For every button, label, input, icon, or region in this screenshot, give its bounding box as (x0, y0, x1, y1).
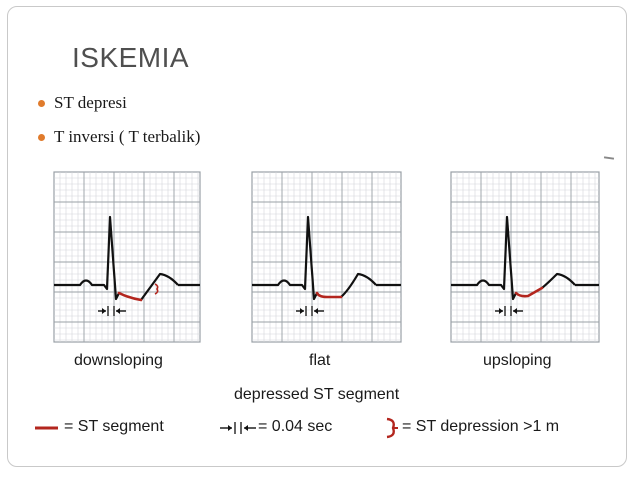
interval-arrowhead-left (102, 308, 106, 314)
ecg-trace (451, 215, 517, 301)
bullet-item: ST depresi (38, 92, 200, 126)
ecg-panel-downsloping (53, 171, 201, 343)
st-segment (117, 291, 143, 302)
legend-st-segment-text: = ST segment (64, 418, 164, 435)
st-depression-brace-icon (154, 283, 159, 295)
legend-icons (35, 417, 398, 439)
bullet-dot-icon (38, 134, 45, 141)
ecg-t-wave (340, 272, 377, 298)
interval-arrowhead-right (513, 308, 517, 314)
slide-title: ISKEMIA (72, 42, 190, 73)
grid-frame (251, 171, 402, 343)
figure-caption: depressed ST segment (234, 386, 400, 403)
legend-interval-arrowhead-left (228, 425, 232, 431)
panel-label-flat: flat (309, 352, 331, 369)
interval-arrowhead-left (499, 308, 503, 314)
legend-depression-text: = ST depression >1 m (402, 418, 560, 435)
legend-depression-brace-icon (386, 417, 395, 439)
ecg-t-wave (140, 272, 179, 301)
interval-arrowhead-right (116, 308, 120, 314)
panel-label-upsloping: upsloping (483, 352, 552, 369)
panel-label-downsloping: downsloping (74, 352, 163, 369)
bullet-list: ST depresi T inversi ( T terbalik) (38, 92, 200, 160)
ecg-panel-flat (251, 171, 402, 343)
ecg-t-wave (541, 272, 576, 289)
interval-arrowhead-left (300, 308, 304, 314)
bullet-item: T inversi ( T terbalik) (38, 126, 200, 160)
bullet-text: ST depresi (54, 93, 127, 112)
bullet-text: T inversi ( T terbalik) (54, 127, 201, 146)
grid-frame (450, 171, 600, 343)
st-segment (514, 286, 544, 298)
ecg-trace (252, 215, 318, 301)
legend-interval-text: = 0.04 sec (258, 418, 333, 435)
interval-arrowhead-right (314, 308, 318, 314)
grid-frame (53, 171, 201, 343)
st-segment (315, 291, 343, 299)
ecg-trace (54, 215, 120, 301)
bullet-dot-icon (38, 100, 45, 107)
ecg-panel-upsloping (450, 171, 600, 343)
legend-interval-arrowhead-right (244, 425, 248, 431)
